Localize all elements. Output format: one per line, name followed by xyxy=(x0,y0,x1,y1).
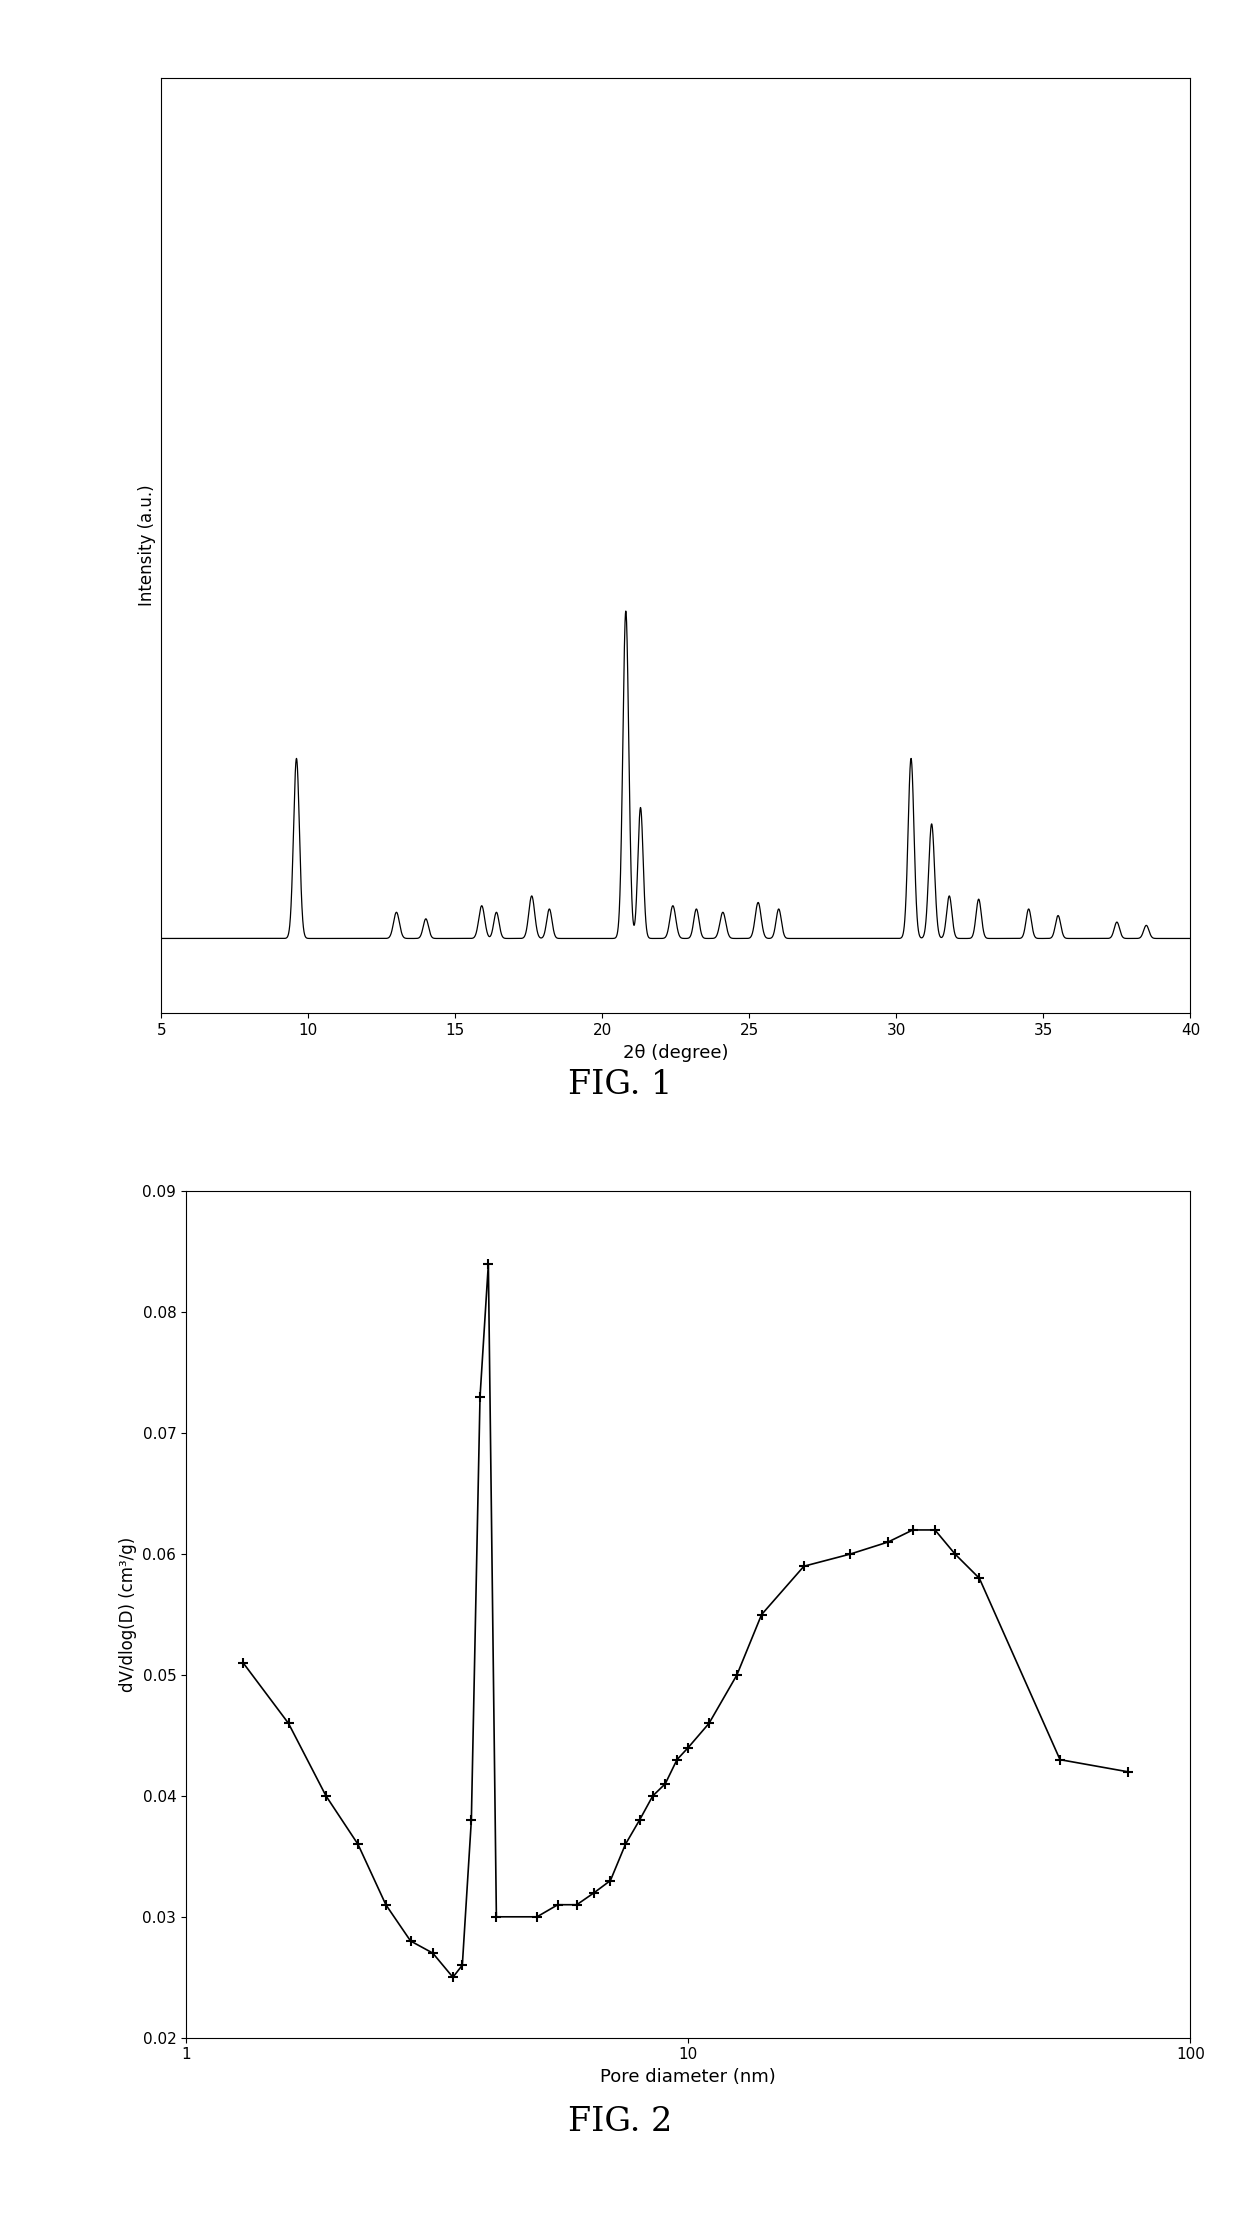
Y-axis label: dV/dlog(D) (cm³/g): dV/dlog(D) (cm³/g) xyxy=(119,1537,136,1693)
Text: FIG. 2: FIG. 2 xyxy=(568,2107,672,2138)
X-axis label: Pore diameter (nm): Pore diameter (nm) xyxy=(600,2069,776,2087)
Text: FIG. 1: FIG. 1 xyxy=(568,1069,672,1100)
X-axis label: 2θ (degree): 2θ (degree) xyxy=(622,1044,729,1062)
Y-axis label: Intensity (a.u.): Intensity (a.u.) xyxy=(138,485,156,606)
